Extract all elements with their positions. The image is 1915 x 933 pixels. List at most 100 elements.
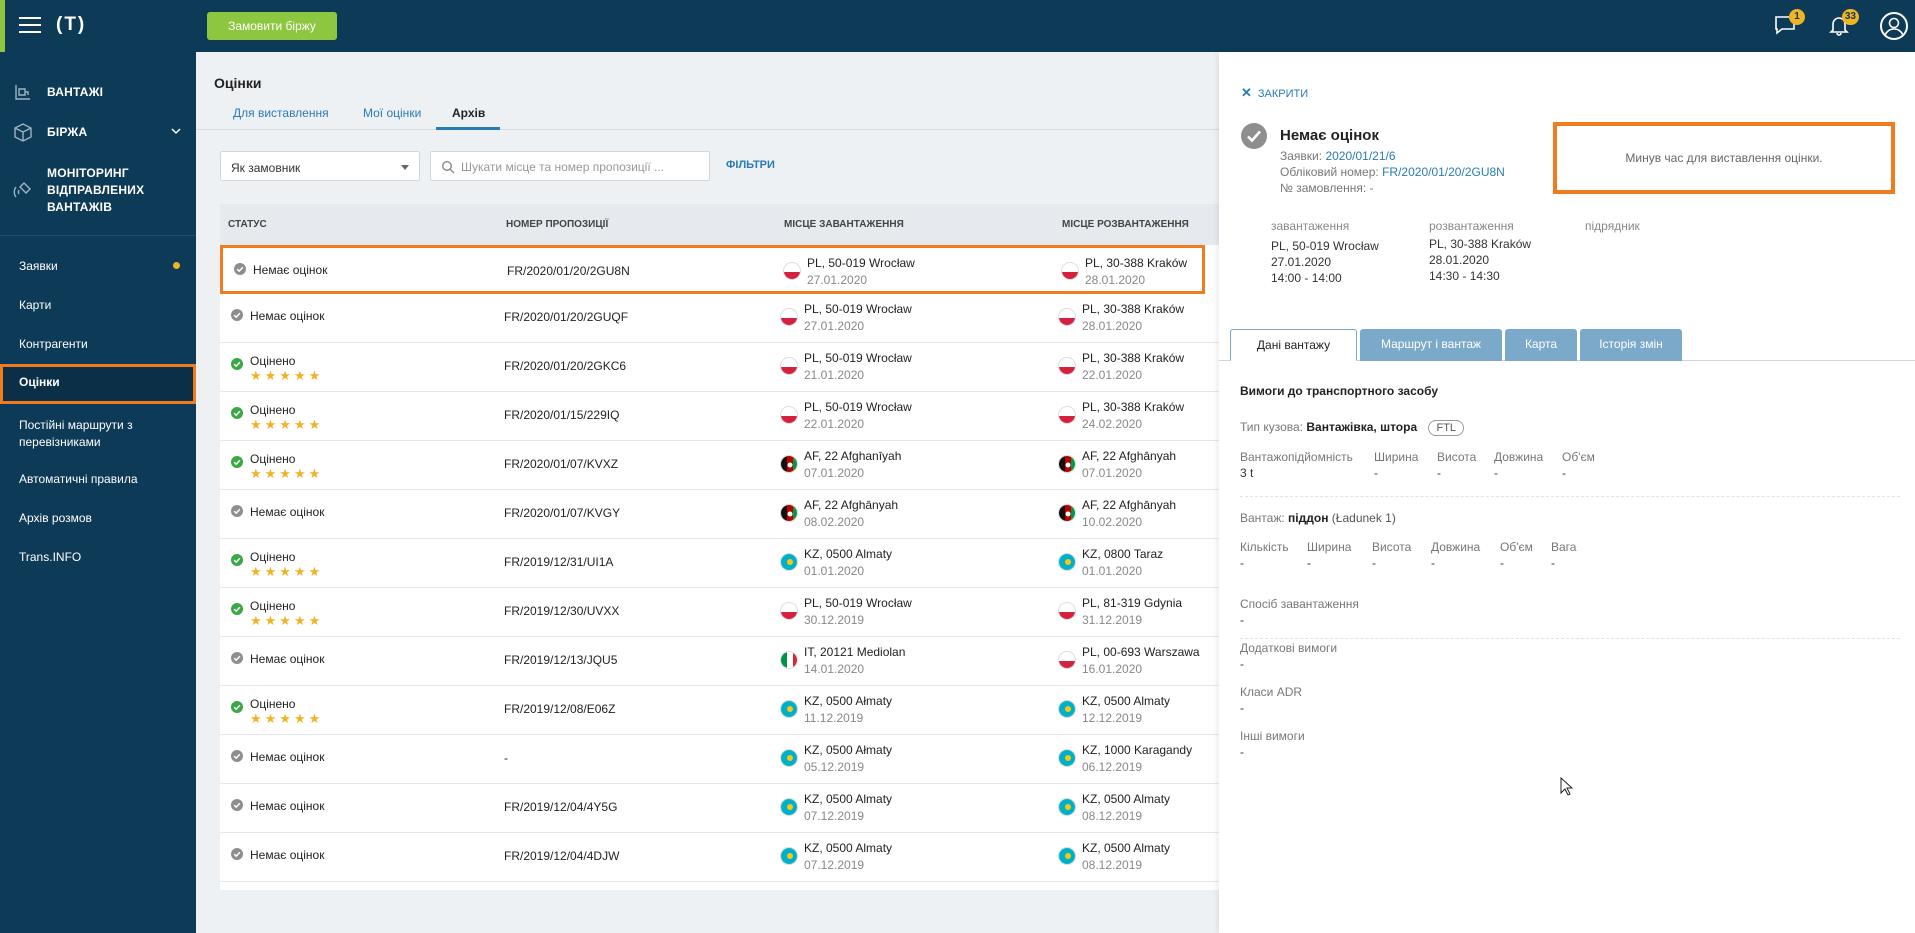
table-row[interactable]: Оцінено ★★★★★ FR/2019/12/31/UI1A KZ, 0500 A…: [220, 539, 1219, 588]
pl-flag-icon: [1058, 308, 1076, 326]
table-row[interactable]: Оцінено ★★★★★ FR/2020/01/15/229IQ PL, 50-01…: [220, 392, 1219, 441]
notifications-button[interactable]: 33: [1827, 9, 1859, 36]
param-value: -: [1551, 556, 1555, 570]
sidebar-item-transinfo[interactable]: Trans.INFO: [0, 539, 196, 575]
sidebar-item-requests[interactable]: Заявки: [0, 248, 196, 284]
details-panel: ✕ ЗАКРИТИ Немає оцінок Заявки: 2020/01/21…: [1219, 52, 1915, 933]
sidebar-item-routes[interactable]: Постійні маршрути з перевізниками: [0, 412, 196, 454]
close-icon: ✕: [1241, 85, 1252, 100]
tab-to-rate[interactable]: Для виставлення: [233, 106, 329, 120]
request-link[interactable]: 2020/01/21/6: [1325, 149, 1396, 163]
param-value: 3 t: [1240, 466, 1254, 480]
sidebar-main-exchange[interactable]: БІРЖА: [0, 115, 196, 149]
sidebar-main-monitoring[interactable]: МОНІТОРИНГ ВІДПРАВЛЕНИХ ВАНТАЖІВ: [0, 165, 196, 225]
table-row[interactable]: Оцінено ★★★★★ FR/2019/12/08/E06Z KZ, 0500 A…: [220, 686, 1219, 735]
search-input[interactable]: [461, 158, 701, 176]
table-row[interactable]: Оцінено ★★★★★ FR/2020/01/20/2GKC6 PL, 50-01…: [220, 343, 1219, 392]
no-rating-check-icon: [231, 505, 243, 517]
table-row[interactable]: Оцінено ★★★★★ FR/2019/12/30/UVXX PL, 50-019…: [220, 588, 1219, 637]
sidebar-main-cargo[interactable]: ВАНТАЖІ: [0, 75, 196, 109]
no-rating-check-icon: [231, 750, 243, 762]
status-text: Оцінено: [250, 599, 296, 613]
offer-number: FR/2019/12/04/4Y5G: [504, 800, 618, 814]
param-label: Довжина: [1494, 450, 1544, 464]
param-label: Кількість: [1240, 540, 1289, 554]
place-city: KZ, 1000 Karagandy: [1082, 743, 1193, 757]
place-city: PL, 30-388 Kraków: [1082, 400, 1185, 414]
table-row[interactable]: Немає оцінок FR/2019/12/13/JQU5 IT, 20121 …: [220, 637, 1219, 686]
place-city: AF, 22 Afghānyah: [804, 498, 899, 512]
place-date: 08.12.2019: [1082, 858, 1143, 872]
param-label: Висота: [1372, 540, 1412, 554]
sidebar-item-auto-rules[interactable]: Автоматичні правила: [0, 461, 196, 497]
sidebar-item-label: Архів розмов: [19, 511, 92, 525]
table-row[interactable]: Немає оцінок - KZ, 0500 Ałmaty 05.12.2019 KZ…: [220, 735, 1219, 784]
place-date: 14.01.2020: [804, 662, 865, 676]
tab-route-cargo[interactable]: Маршрут і вантаж: [1360, 329, 1502, 361]
page-title: Оцінки: [214, 75, 262, 91]
close-button[interactable]: ✕ ЗАКРИТИ: [1241, 85, 1308, 101]
table-row[interactable]: Оцінено ★★★★★ FR/2020/01/07/KVXZ AF, 22 Afg…: [220, 441, 1219, 490]
sidebar: ВАНТАЖІ БІРЖА МОНІТОРИНГ ВІДПРАВЛЕНИХ ВА…: [0, 52, 196, 933]
tab-history[interactable]: Історія змін: [1580, 329, 1682, 361]
pl-flag-icon: [780, 308, 798, 326]
messages-button[interactable]: 1: [1773, 9, 1805, 36]
param-label: Вага: [1551, 540, 1577, 554]
cargo-icon: [15, 85, 30, 100]
place-city: AF, 22 Afghānyah: [1082, 449, 1177, 463]
place-date: 08.02.2020: [804, 515, 865, 529]
kz-flag-icon: [1058, 749, 1076, 767]
active-tab-indicator: [436, 127, 500, 130]
loading-label: завантаження: [1271, 219, 1350, 233]
logo[interactable]: (T): [56, 14, 87, 35]
request-line: Заявки: 2020/01/21/6: [1280, 149, 1396, 163]
column-header-number[interactable]: Номер пропозиції: [506, 219, 609, 230]
search-box[interactable]: [430, 151, 710, 181]
user-avatar[interactable]: [1880, 12, 1908, 40]
offer-number: FR/2019/12/04/4DJW: [504, 849, 620, 863]
tab-archive[interactable]: Архів: [452, 106, 486, 120]
sidebar-item-contractors[interactable]: Контрагенти: [0, 326, 196, 362]
place-date: 22.01.2020: [804, 417, 865, 431]
table-row[interactable]: Немає оцінок FR/2019/12/04/4Y5G KZ, 0500 A…: [220, 784, 1219, 833]
panel-title: Немає оцінок: [1280, 127, 1379, 144]
column-header-unloading[interactable]: Місце розвантаження: [1062, 219, 1189, 230]
table-row[interactable]: Немає оцінок FR/2020/01/20/2GU8N PL, 50-01…: [220, 245, 1205, 294]
order-exchange-button[interactable]: Замовити біржу: [207, 12, 337, 40]
offer-number: FR/2019/12/13/JQU5: [504, 653, 618, 667]
user-icon: [1884, 17, 1904, 38]
table-row[interactable]: Немає оцінок FR/2020/01/07/KVGY AF, 22 Afg…: [220, 490, 1219, 539]
column-header-loading[interactable]: Місце завантаження: [784, 219, 904, 230]
place-city: KZ, 0500 Ałmaty: [804, 743, 893, 757]
sidebar-item-label: Постійні маршрути з перевізниками: [19, 418, 133, 449]
order-label: № замовлення:: [1280, 181, 1367, 195]
param-value: -: [1494, 466, 1498, 480]
tab-my-ratings[interactable]: Мої оцінки: [363, 106, 422, 120]
ftl-badge: FTL: [1428, 420, 1465, 436]
place-date: 30.12.2019: [804, 613, 865, 627]
role-select[interactable]: Як замовник: [220, 151, 420, 181]
loading-time: 14:00 - 14:00: [1271, 271, 1342, 285]
filters-button[interactable]: ФІЛЬТРИ: [726, 159, 775, 171]
kz-flag-icon: [780, 798, 798, 816]
account-link[interactable]: FR/2020/01/20/2GU8N: [1382, 165, 1505, 179]
column-header-status[interactable]: Статус: [228, 219, 267, 230]
offer-number: FR/2020/01/20/2GUQF: [504, 310, 629, 324]
table-row[interactable]: Немає оцінок FR/2020/01/20/2GUQF PL, 50-01…: [220, 294, 1219, 343]
table-row[interactable]: Немає оцінок FR/2019/12/04/4DJW KZ, 0500 A…: [220, 833, 1219, 882]
sidebar-item-cards[interactable]: Карти: [0, 287, 196, 323]
offer-number: FR/2020/01/07/KVGY: [504, 506, 621, 520]
menu-icon[interactable]: [19, 17, 41, 33]
tab-map[interactable]: Карта: [1505, 329, 1577, 361]
order-line: № замовлення: -: [1280, 181, 1374, 195]
tab-cargo-data[interactable]: Дані вантажу: [1230, 329, 1357, 361]
cargo-label: Вантаж:: [1240, 511, 1285, 525]
unloading-place: PL, 30-388 Kraków: [1429, 237, 1532, 251]
status-text: Немає оцінок: [250, 652, 325, 666]
sidebar-item-ratings[interactable]: Оцінки: [0, 364, 196, 404]
af-flag-icon: [1058, 504, 1076, 522]
rating-stars: ★★★★★: [250, 711, 324, 726]
place-date: 28.01.2020: [1082, 319, 1143, 333]
sidebar-item-chat-archive[interactable]: Архів розмов: [0, 500, 196, 536]
offer-number: FR/2019/12/08/E06Z: [504, 702, 616, 716]
